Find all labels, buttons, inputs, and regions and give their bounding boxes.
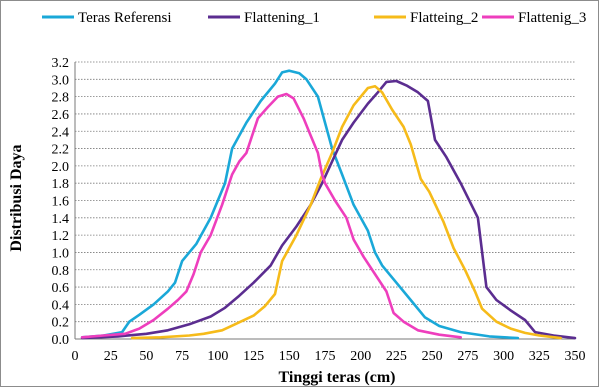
- y-tick-label: 2.6: [52, 108, 70, 123]
- x-tick-label: 50: [139, 349, 153, 364]
- y-tick-label: 1.8: [52, 177, 70, 192]
- y-tick-label: 2.8: [52, 91, 70, 106]
- x-tick-label: 75: [175, 349, 189, 364]
- x-tick-label: 325: [529, 349, 550, 364]
- y-tick-label: 0.0: [52, 333, 70, 348]
- y-tick-label: 1.4: [52, 212, 70, 227]
- y-tick-label: 2.0: [52, 160, 70, 175]
- y-tick-labels: 0.0 0.2 0.4 0.6 0.8 1.0 1.2 1.4 1.6 1.8 2.0 2.2 2.4 2…: [52, 56, 70, 348]
- x-tick-label: 200: [350, 349, 371, 364]
- y-tick-label: 2.4: [52, 125, 70, 140]
- y-axis-title: Distribusi Daya: [8, 144, 25, 251]
- x-tick-label: 250: [422, 349, 443, 364]
- x-tick-label: 300: [493, 349, 514, 364]
- legend: Teras Referensi Flattening_1 Flatteing_2 Fl…: [42, 10, 586, 26]
- legend-label: Teras Referensi: [78, 10, 172, 26]
- series-line-flattenig-3: [80, 92, 463, 339]
- x-tick-label: 150: [279, 349, 300, 364]
- y-tick-label: 1.6: [52, 195, 70, 210]
- series-line-flatteing-2: [130, 84, 563, 340]
- x-tick-label: 125: [243, 349, 264, 364]
- y-tick-label: 1.0: [52, 246, 70, 261]
- axes: [74, 62, 575, 340]
- legend-label: Flattening_1: [244, 10, 320, 26]
- series-line-teras-referensi: [80, 69, 520, 340]
- legend-label: Flattenig_3: [518, 10, 586, 26]
- gridlines: [75, 61, 575, 323]
- y-tick-label: 0.6: [52, 281, 70, 296]
- series-lines: [80, 69, 577, 340]
- x-tick-label: 350: [565, 349, 586, 364]
- x-tick-label: 225: [386, 349, 407, 364]
- legend-label: Flatteing_2: [410, 10, 478, 26]
- y-tick-label: 3.0: [52, 73, 70, 88]
- y-tick-label: 0.2: [52, 316, 70, 331]
- series-line-flattening-1: [80, 79, 577, 340]
- x-tick-label: 275: [457, 349, 478, 364]
- x-tick-label: 25: [104, 349, 118, 364]
- x-tick-label: 100: [207, 349, 228, 364]
- x-tick-label: 0: [72, 349, 79, 364]
- y-tick-label: 3.2: [52, 56, 70, 71]
- y-tick-label: 0.8: [52, 264, 70, 279]
- x-axis-title: Tinggi teras (cm): [278, 369, 395, 386]
- y-tick-label: 2.2: [52, 143, 70, 158]
- x-tick-labels: 0 25 50 75 100 125 150 175 200 225 250 275 300 325 350: [72, 349, 586, 364]
- x-tick-label: 175: [315, 349, 336, 364]
- y-tick-label: 0.4: [52, 298, 70, 313]
- y-tick-label: 1.2: [52, 229, 70, 244]
